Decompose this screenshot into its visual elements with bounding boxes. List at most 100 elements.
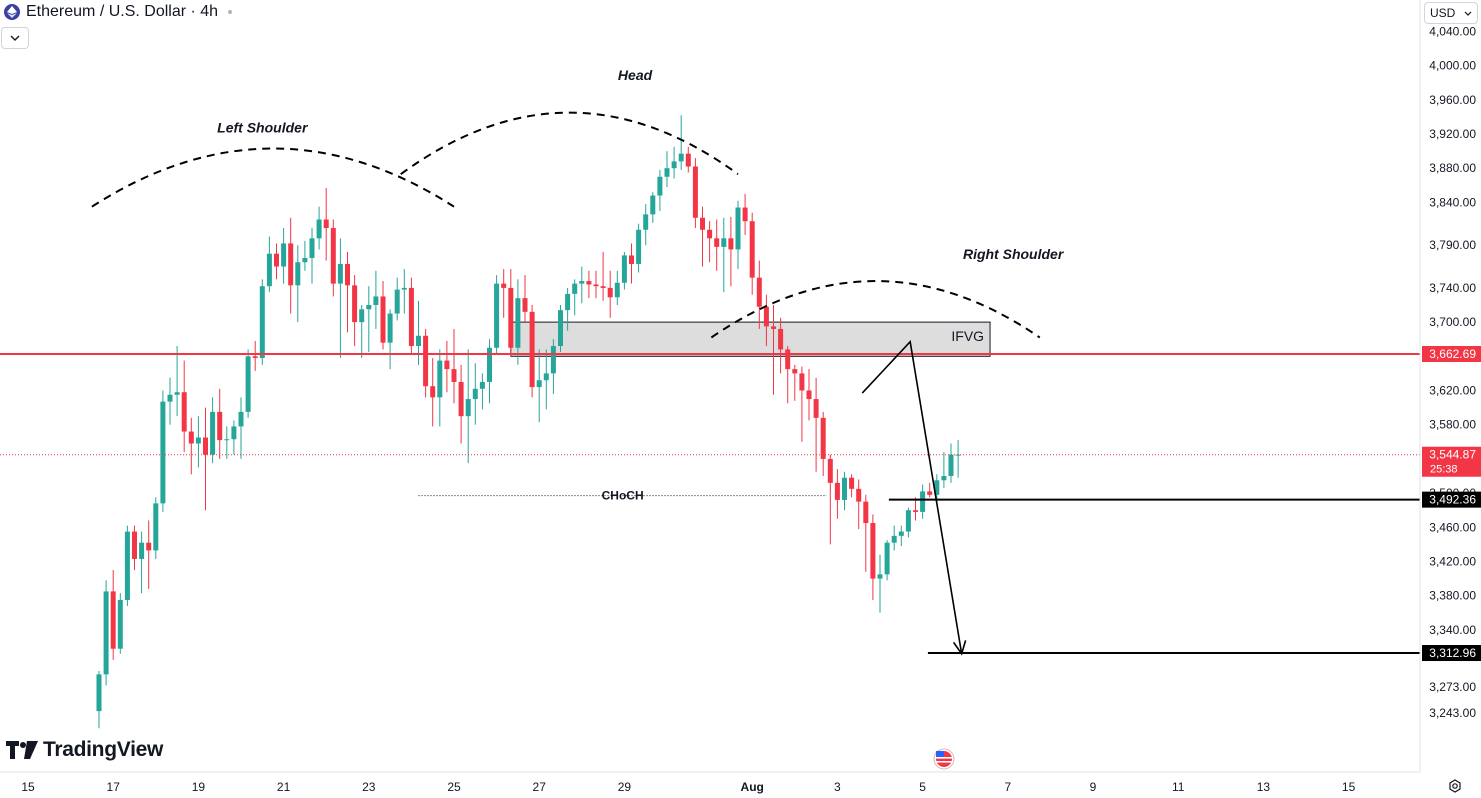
candle[interactable] (763, 294, 769, 347)
candle[interactable] (252, 340, 258, 371)
candle[interactable] (792, 364, 798, 401)
candle[interactable] (813, 377, 819, 472)
candle[interactable] (778, 317, 784, 374)
candle[interactable] (380, 281, 386, 350)
symbol-header[interactable]: Ethereum / U.S. Dollar · 4h (0, 0, 233, 24)
candle[interactable] (110, 570, 116, 660)
currency-select[interactable]: USD (1424, 2, 1478, 24)
candle[interactable] (508, 269, 514, 357)
candle[interactable] (487, 339, 492, 404)
candle[interactable] (898, 525, 904, 547)
candle[interactable] (643, 204, 649, 246)
candle[interactable] (401, 269, 407, 314)
candle[interactable] (842, 471, 847, 511)
candle[interactable] (920, 484, 926, 519)
candle[interactable] (345, 251, 350, 333)
candle[interactable] (771, 304, 776, 395)
candle[interactable] (330, 219, 336, 297)
candle[interactable] (806, 369, 812, 421)
candle[interactable] (891, 525, 897, 551)
candle[interactable] (834, 469, 840, 519)
candle[interactable] (167, 377, 173, 425)
candle[interactable] (884, 540, 890, 581)
candle[interactable] (309, 228, 315, 284)
ifvg-zone[interactable] (510, 321, 991, 357)
candle[interactable] (458, 364, 464, 444)
candle[interactable] (96, 670, 102, 729)
candle[interactable] (558, 304, 563, 353)
left-shoulder-arc[interactable] (91, 147, 455, 208)
candle[interactable] (714, 219, 720, 271)
candle[interactable] (678, 115, 684, 170)
candle[interactable] (799, 366, 805, 442)
candle[interactable] (245, 349, 251, 418)
candle[interactable] (295, 245, 301, 323)
candle[interactable] (913, 497, 918, 521)
candle[interactable] (629, 243, 634, 284)
candle[interactable] (664, 151, 670, 188)
candle[interactable] (728, 216, 734, 287)
candle[interactable] (707, 221, 713, 263)
projection-path[interactable] (861, 340, 963, 654)
candle[interactable] (316, 206, 322, 250)
symbol-title[interactable]: Ethereum / U.S. Dollar · 4h (26, 3, 219, 20)
us-flag-icon[interactable] (933, 748, 955, 770)
candle[interactable] (352, 275, 358, 347)
candle[interactable] (430, 358, 436, 427)
candle[interactable] (423, 328, 429, 398)
chart-settings-button[interactable] (1444, 776, 1466, 796)
candle[interactable] (394, 277, 400, 321)
candle[interactable] (550, 339, 556, 394)
candle[interactable] (529, 304, 535, 398)
candle[interactable] (593, 270, 599, 299)
candle[interactable] (359, 304, 365, 359)
candle[interactable] (238, 397, 244, 459)
candle[interactable] (259, 279, 265, 365)
candle[interactable] (579, 266, 585, 304)
candle[interactable] (416, 300, 421, 365)
candle[interactable] (905, 507, 911, 538)
candle[interactable] (437, 349, 443, 427)
candle[interactable] (934, 474, 940, 502)
candle[interactable] (536, 349, 542, 423)
candle[interactable] (124, 525, 130, 606)
candle[interactable] (870, 514, 876, 600)
candle[interactable] (139, 531, 145, 594)
candle[interactable] (494, 275, 500, 355)
candle[interactable] (337, 238, 343, 359)
candle[interactable] (572, 279, 578, 316)
candle[interactable] (735, 200, 741, 270)
candle[interactable] (465, 349, 471, 464)
candle[interactable] (117, 593, 123, 654)
candle[interactable] (472, 363, 478, 425)
candle[interactable] (451, 328, 457, 404)
candle[interactable] (373, 270, 379, 329)
candle[interactable] (160, 390, 166, 512)
candle[interactable] (522, 275, 528, 323)
candle[interactable] (621, 251, 627, 290)
candle[interactable] (188, 417, 194, 475)
candle[interactable] (756, 260, 762, 329)
candle[interactable] (820, 411, 826, 476)
candle[interactable] (231, 420, 237, 455)
candle[interactable] (721, 217, 727, 293)
candle[interactable] (103, 580, 109, 686)
candle[interactable] (827, 454, 833, 545)
candle[interactable] (203, 407, 208, 511)
candle[interactable] (195, 416, 201, 468)
right-shoulder-arc[interactable] (710, 280, 1041, 339)
candle[interactable] (210, 397, 216, 464)
candle[interactable] (132, 525, 137, 571)
candle[interactable] (614, 270, 620, 305)
candle[interactable] (153, 497, 159, 559)
candle[interactable] (274, 243, 279, 280)
candle[interactable] (288, 217, 294, 314)
candle[interactable] (749, 212, 755, 295)
candle[interactable] (323, 187, 329, 261)
candle[interactable] (785, 346, 791, 404)
candle[interactable] (856, 479, 862, 530)
candle[interactable] (387, 309, 393, 370)
candle[interactable] (266, 236, 272, 293)
candle[interactable] (863, 494, 869, 572)
candle[interactable] (636, 223, 642, 273)
